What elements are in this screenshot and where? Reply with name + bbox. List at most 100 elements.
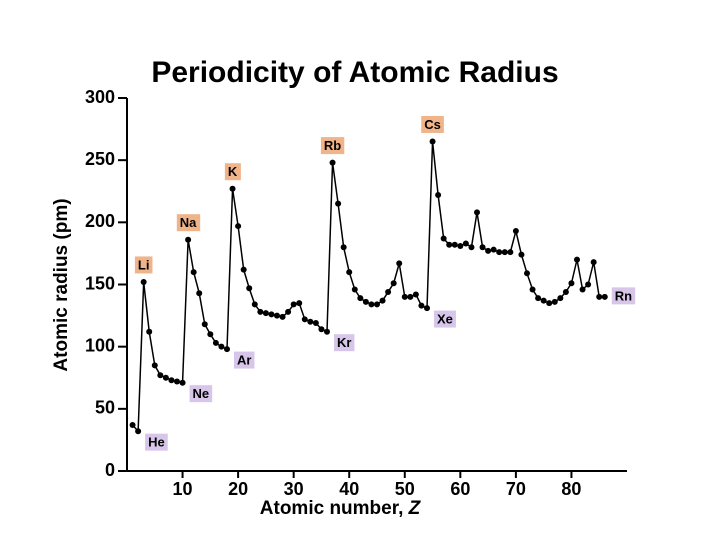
annotation-box [176,214,201,232]
data-point [157,372,164,379]
y-tick-label: 300 [85,87,115,107]
annotation-box [189,385,213,403]
annotation-box [421,115,444,133]
data-point [135,428,142,435]
annotation-box [434,310,456,328]
data-point [468,244,475,251]
data-point [274,312,280,319]
annotation-label: K [228,164,238,179]
data-point [435,191,442,198]
annotation-box [334,334,355,352]
x-tick-label: 70 [506,479,526,499]
data-point [590,259,597,266]
data-point [235,223,242,230]
data-point [524,270,530,277]
data-point [396,260,403,267]
annotation-box [134,256,153,274]
x-tick-label: 10 [173,479,193,499]
data-point [529,286,536,293]
annotation-label: Cs [424,117,441,132]
data-point [268,311,275,318]
data-point [557,295,564,302]
y-tick-label: 250 [85,149,115,169]
x-tick-label: 40 [339,479,359,499]
x-tick-label: 80 [561,479,581,499]
data-point [462,240,469,247]
data-point [301,316,308,323]
data-point [296,300,303,307]
annotation-box [611,287,636,305]
data-point [212,339,219,346]
data-point [407,293,414,300]
data-point [129,421,136,428]
y-tick-label: 50 [95,398,115,418]
annotation-label: Ne [193,386,210,401]
data-point [424,305,430,312]
annotation-label: Rb [324,138,341,153]
data-point [418,302,425,309]
data-point [140,279,147,286]
data-point [440,235,447,242]
data-point [196,290,203,297]
x-axis-label: Atomic number, Z [260,498,422,519]
data-point [485,247,492,254]
data-point [501,249,508,256]
data-point [279,313,286,320]
y-tick-label: 0 [105,460,115,480]
x-tick-label: 30 [284,479,304,499]
data-point [457,242,464,249]
data-point [335,200,342,207]
y-axis-label: Atomic radius (pm) [51,198,72,371]
data-point [246,285,253,292]
data-point [512,228,519,235]
annotation-label: He [148,435,165,450]
data-point [207,331,214,338]
y-tick-label: 100 [85,335,115,355]
data-point [574,256,580,263]
annotation-label: Na [180,215,197,230]
data-point [162,374,169,381]
data-point [490,246,497,253]
annotation-box [145,433,168,451]
annotation-label: Ar [237,353,251,368]
data-point [451,241,458,248]
data-point [318,326,325,333]
annotation-label: Li [138,257,150,272]
data-point [257,308,264,315]
y-tick-label: 200 [85,211,115,231]
data-point [329,159,336,166]
data-point [251,301,258,308]
data-point [535,295,542,302]
data-point [368,301,375,308]
data-point [362,298,369,305]
data-point [151,362,158,369]
x-tick-label: 60 [450,479,470,499]
data-point [179,379,186,386]
data-point [601,293,608,300]
x-axis-label-var: Z [408,498,422,519]
chart-title: Periodicity of Atomic Radius [151,56,558,89]
annotation-label: Kr [337,335,351,350]
data-point [224,346,230,353]
data-point [290,301,297,308]
data-point [379,297,386,304]
data-point [146,328,153,335]
data-point [568,280,575,287]
data-point [168,377,175,384]
annotation-label: Rn [615,288,632,303]
annotation-label: Xe [437,312,453,327]
data-point [518,251,525,258]
data-point [262,310,269,317]
data-point [190,269,197,276]
y-tick-label: 150 [85,273,115,293]
data-point [474,209,480,216]
data-point [357,295,364,302]
annotation-box [234,351,255,369]
data-point [374,301,380,308]
data-point [479,244,486,251]
data-point [201,321,208,328]
annotation-box [224,163,241,181]
x-tick-label: 50 [395,479,415,499]
data-point [429,138,436,145]
data-point [546,300,553,307]
